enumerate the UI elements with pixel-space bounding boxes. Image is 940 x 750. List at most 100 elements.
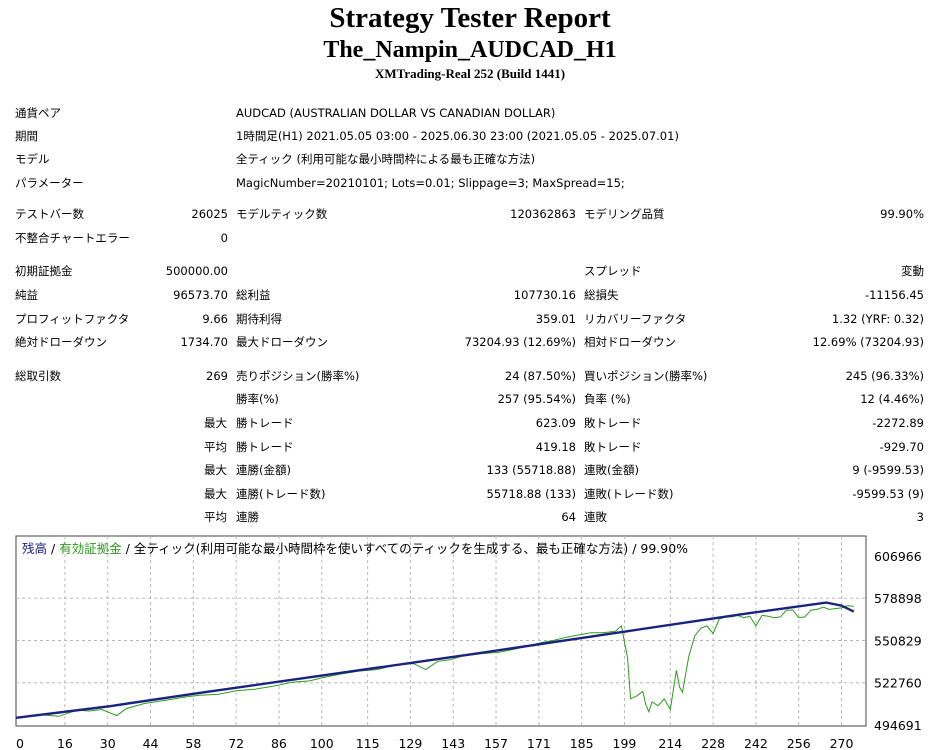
value-consecutive-losses-count: -9599.53 (9) [852,487,924,501]
value-total-trades: 269 [206,369,228,383]
value-expected-payoff: 359.01 [535,312,576,326]
x-tick-label: 199 [613,736,637,750]
y-tick-label: 606966 [874,549,922,564]
value-mismatch: 0 [220,231,228,245]
value-average-loss: -929.70 [879,440,924,454]
value-average-consecutive-wins: 64 [561,510,576,524]
value-spread: 変動 [901,264,924,278]
value-model: 全ティック (利用可能な最小時間枠による最も正確な方法) [236,152,536,166]
legend-balance: 残高 [22,541,48,556]
label-consecutive-wins-count: 連勝(トレード数) [236,487,326,501]
x-tick-label: 185 [570,736,594,750]
value-relative-drawdown: 12.69% (73204.93) [812,335,924,349]
x-tick-label: 16 [57,736,73,750]
label-average-consecutive-wins: 連勝 [236,510,259,524]
value-long-positions: 245 (96.33%) [845,369,924,383]
label-average-profit: 勝トレード [236,440,294,454]
x-tick-label: 157 [484,736,508,750]
value-symbol: AUDCAD (AUSTRALIAN DOLLAR VS CANADIAN DO… [236,106,556,120]
x-tick-label: 30 [100,736,116,750]
server-build: XMTrading-Real 252 (Build 1441) [374,66,566,81]
label-gross-profit: 総利益 [236,288,271,302]
value-profit-factor: 9.66 [202,312,228,326]
value-absolute-drawdown: 1734.70 [180,335,228,349]
value-consecutive-wins-amount: 133 (55718.88) [486,463,576,477]
x-tick-label: 242 [744,736,768,750]
label-model: モデル [15,152,50,166]
label-average-consecutive: 平均 [204,510,227,524]
label-consecutive-losses-count: 連敗(トレード数) [584,487,674,501]
label-largest: 最大 [204,416,227,430]
equity-line [15,605,854,719]
value-net-profit: 96573.70 [173,288,228,302]
value-ticks: 120362863 [510,207,576,221]
label-loss-trades: 負率 (%) [584,392,631,406]
value-profit-trades: 257 (95.54%) [497,392,576,406]
balance-equity-chart: 606966 578898 550829 522760 494691 0 16 30 44 58… [15,535,922,750]
value-average-profit: 419.18 [535,440,576,454]
y-tick-label: 522760 [874,676,922,691]
value-consecutive-wins-count: 55718.88 (133) [486,487,576,501]
value-gross-loss: -11156.45 [864,288,924,302]
value-recovery-factor: 1.32 (YRF: 0.32) [831,312,924,326]
label-largest-profit: 勝トレード [236,416,294,430]
label-expected-payoff: 期待利得 [236,312,282,326]
x-tick-label: 228 [701,736,725,750]
x-tick-label: 270 [830,736,854,750]
value-largest-profit: 623.09 [535,416,576,430]
report-title: Strategy Tester Report [329,2,611,34]
label-total-trades: 総取引数 [15,369,61,383]
value-period: 1時間足(H1) 2021.05.05 03:00 - 2025.06.30 2… [236,129,679,143]
value-quality: 99.90% [880,207,924,221]
x-tick-label: 256 [787,736,811,750]
series-lines [15,601,855,719]
label-parameters: パラメーター [15,176,84,190]
legend-description: / 全ティック(利用可能な最小時間枠を使いすべてのティックを生成する、最も正確な… [121,541,689,556]
value-maximal-drawdown: 73204.93 (12.69%) [464,335,576,349]
value-consecutive-losses-amount: 9 (-9599.53) [852,463,924,477]
label-symbol: 通貨ペア [15,106,61,120]
y-axis-labels: 606966 578898 550829 522760 494691 [874,549,922,733]
x-tick-label: 143 [441,736,465,750]
label-ticks: モデルティック数 [236,207,328,221]
value-loss-trades: 12 (4.46%) [860,392,924,406]
x-tick-label: 86 [271,736,287,750]
y-tick-label: 494691 [874,718,922,733]
label-gross-loss: 総損失 [584,288,619,302]
legend-separator: / [47,541,60,556]
label-long-positions: 買いポジション(勝率%) [584,369,708,383]
value-average-consecutive-losses: 3 [916,510,924,524]
label-quality: モデリング品質 [584,207,665,221]
x-tick-label: 0 [16,736,24,750]
value-largest-loss: -2272.89 [872,416,924,430]
x-tick-label: 72 [228,736,244,750]
label-consecutive-losses-amount: 連敗(金額) [584,463,639,477]
x-tick-label: 44 [143,736,159,750]
x-tick-label: 129 [398,736,422,750]
chart-legend: 残高 / 有効証拠金 / 全ティック(利用可能な最小時間枠を使いすべてのティック… [22,538,688,557]
label-largest-loss: 敗トレード [584,416,642,430]
label-absolute-drawdown: 絶対ドローダウン [15,335,107,349]
value-deposit: 500000.00 [165,264,228,278]
label-mismatch: 不整合チャートエラー [15,231,130,245]
label-short-positions: 売りポジション(勝率%) [236,369,360,383]
value-bars: 26025 [191,207,228,221]
label-profit-trades: 勝率(%) [236,392,279,406]
value-gross-profit: 107730.16 [513,288,576,302]
label-net-profit: 純益 [15,288,38,302]
label-maximal-drawdown: 最大ドローダウン [236,335,328,349]
label-maximum: 最大 [204,463,227,477]
x-tick-label: 171 [527,736,551,750]
label-consecutive-wins-amount: 連勝(金額) [236,463,291,477]
x-tick-label: 115 [356,736,380,750]
label-period: 期間 [15,129,38,143]
label-maximal: 最大 [204,487,227,501]
plot-area [15,535,867,727]
grid-lines [16,536,866,726]
label-profit-factor: プロフィットファクタ [15,312,130,326]
y-tick-label: 578898 [874,591,922,606]
label-average-consecutive-losses: 連敗 [584,510,607,524]
label-spread: スプレッド [584,264,642,278]
x-tick-label: 58 [185,736,201,750]
label-relative-drawdown: 相対ドローダウン [584,335,676,349]
